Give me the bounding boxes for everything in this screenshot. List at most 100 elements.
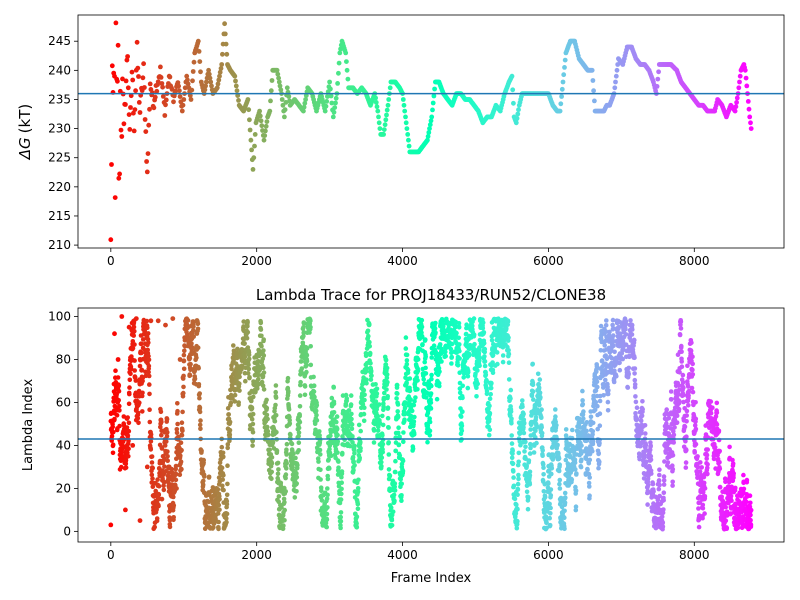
lambda-point: [350, 455, 356, 460]
dg-point: [250, 167, 256, 172]
lambda-point: [178, 453, 183, 459]
lambda-point: [179, 420, 185, 426]
lambda-point: [202, 474, 207, 479]
lambda-point: [645, 502, 650, 507]
lambda-point: [216, 519, 221, 525]
lambda-point: [529, 393, 535, 399]
lambda-point: [547, 522, 553, 528]
dg-point: [557, 108, 563, 114]
lambda-point: [261, 337, 267, 342]
lambda-point: [509, 433, 514, 438]
dg-point: [145, 151, 151, 157]
lambda-point: [225, 481, 230, 487]
lambda-point: [131, 318, 137, 323]
lambda-point: [215, 487, 221, 492]
dg-point: [115, 78, 120, 84]
dg-point: [562, 57, 568, 63]
lambda-point: [191, 324, 196, 329]
lambda-point: [265, 429, 271, 434]
lambda-point: [515, 507, 520, 512]
lambda-point: [250, 421, 256, 427]
dg-point: [734, 100, 739, 105]
lambda-point: [598, 323, 604, 329]
dg-point: [133, 88, 139, 94]
lambda-point: [423, 337, 428, 342]
lambda-point: [458, 414, 464, 419]
lambda-point: [367, 322, 372, 327]
dg-point: [206, 71, 212, 77]
lambda-point: [358, 445, 363, 451]
lambda-point: [318, 477, 323, 482]
lambda-point: [562, 515, 567, 521]
dg-point: [277, 83, 283, 89]
lambda-point: [158, 409, 164, 415]
dg-point: [276, 79, 282, 85]
lambda-point: [301, 324, 306, 330]
lambda-point: [167, 517, 173, 523]
lambda-point: [482, 363, 488, 369]
dg-point: [176, 83, 182, 89]
lambda-point: [164, 439, 169, 444]
lambda-point: [179, 433, 185, 438]
lambda-point: [171, 494, 176, 500]
lambda-point: [301, 320, 307, 326]
dg-point: [180, 102, 186, 108]
lambda-point: [518, 430, 523, 436]
lambda-point: [165, 454, 170, 459]
lambda-point: [515, 519, 520, 524]
lambda-point: [562, 526, 567, 532]
lambda-point: [314, 412, 319, 418]
lambda-point: [690, 372, 696, 377]
dg-point: [154, 88, 160, 94]
lambda-point: [657, 467, 662, 473]
dg-point: [125, 54, 130, 59]
lambda-point: [197, 409, 203, 415]
lambda-point: [431, 343, 437, 349]
lambda-point: [297, 404, 303, 409]
lambda-point: [429, 376, 434, 382]
dg-point: [162, 113, 168, 118]
dg-point: [743, 75, 749, 81]
lambda-point: [487, 416, 492, 422]
lambda-point: [423, 365, 428, 371]
lambda-point: [154, 516, 160, 521]
lambda-point: [678, 326, 684, 331]
lambda-point: [316, 459, 321, 464]
lambda-point: [123, 461, 129, 467]
lambda-point: [294, 489, 299, 494]
dg-point: [323, 103, 329, 109]
dg-point: [322, 108, 328, 114]
lambda-point: [198, 418, 203, 423]
lambda-point: [425, 439, 430, 445]
lambda-point: [594, 364, 600, 369]
lambda-point: [548, 487, 554, 492]
lambda-point: [174, 430, 180, 436]
lambda-point: [548, 505, 553, 511]
dg-point: [259, 123, 265, 129]
dg-point: [137, 110, 143, 115]
lambda-point: [362, 392, 367, 398]
lambda-point: [500, 353, 506, 358]
lambda-point: [355, 501, 361, 507]
lambda-point: [684, 419, 689, 424]
lambda-point: [311, 383, 317, 389]
lambda-point: [465, 385, 471, 391]
lambda-point: [686, 403, 691, 408]
dg-point: [333, 95, 339, 101]
lambda-point: [117, 403, 122, 409]
lambda-point: [296, 433, 301, 439]
lambda-point: [427, 419, 433, 425]
dg-point: [426, 130, 432, 135]
lambda-point: [399, 498, 404, 504]
lambda-point: [220, 477, 225, 482]
dg-point: [116, 175, 122, 181]
lambda-point: [352, 463, 357, 468]
lambda-point: [521, 425, 526, 430]
lambda-point: [283, 475, 288, 481]
lambda-point: [225, 445, 230, 451]
lambda-point: [509, 441, 515, 446]
lambda-point: [700, 515, 705, 521]
lambda-point: [541, 465, 546, 471]
lambda-point: [409, 408, 415, 414]
lambda-point: [648, 457, 654, 463]
